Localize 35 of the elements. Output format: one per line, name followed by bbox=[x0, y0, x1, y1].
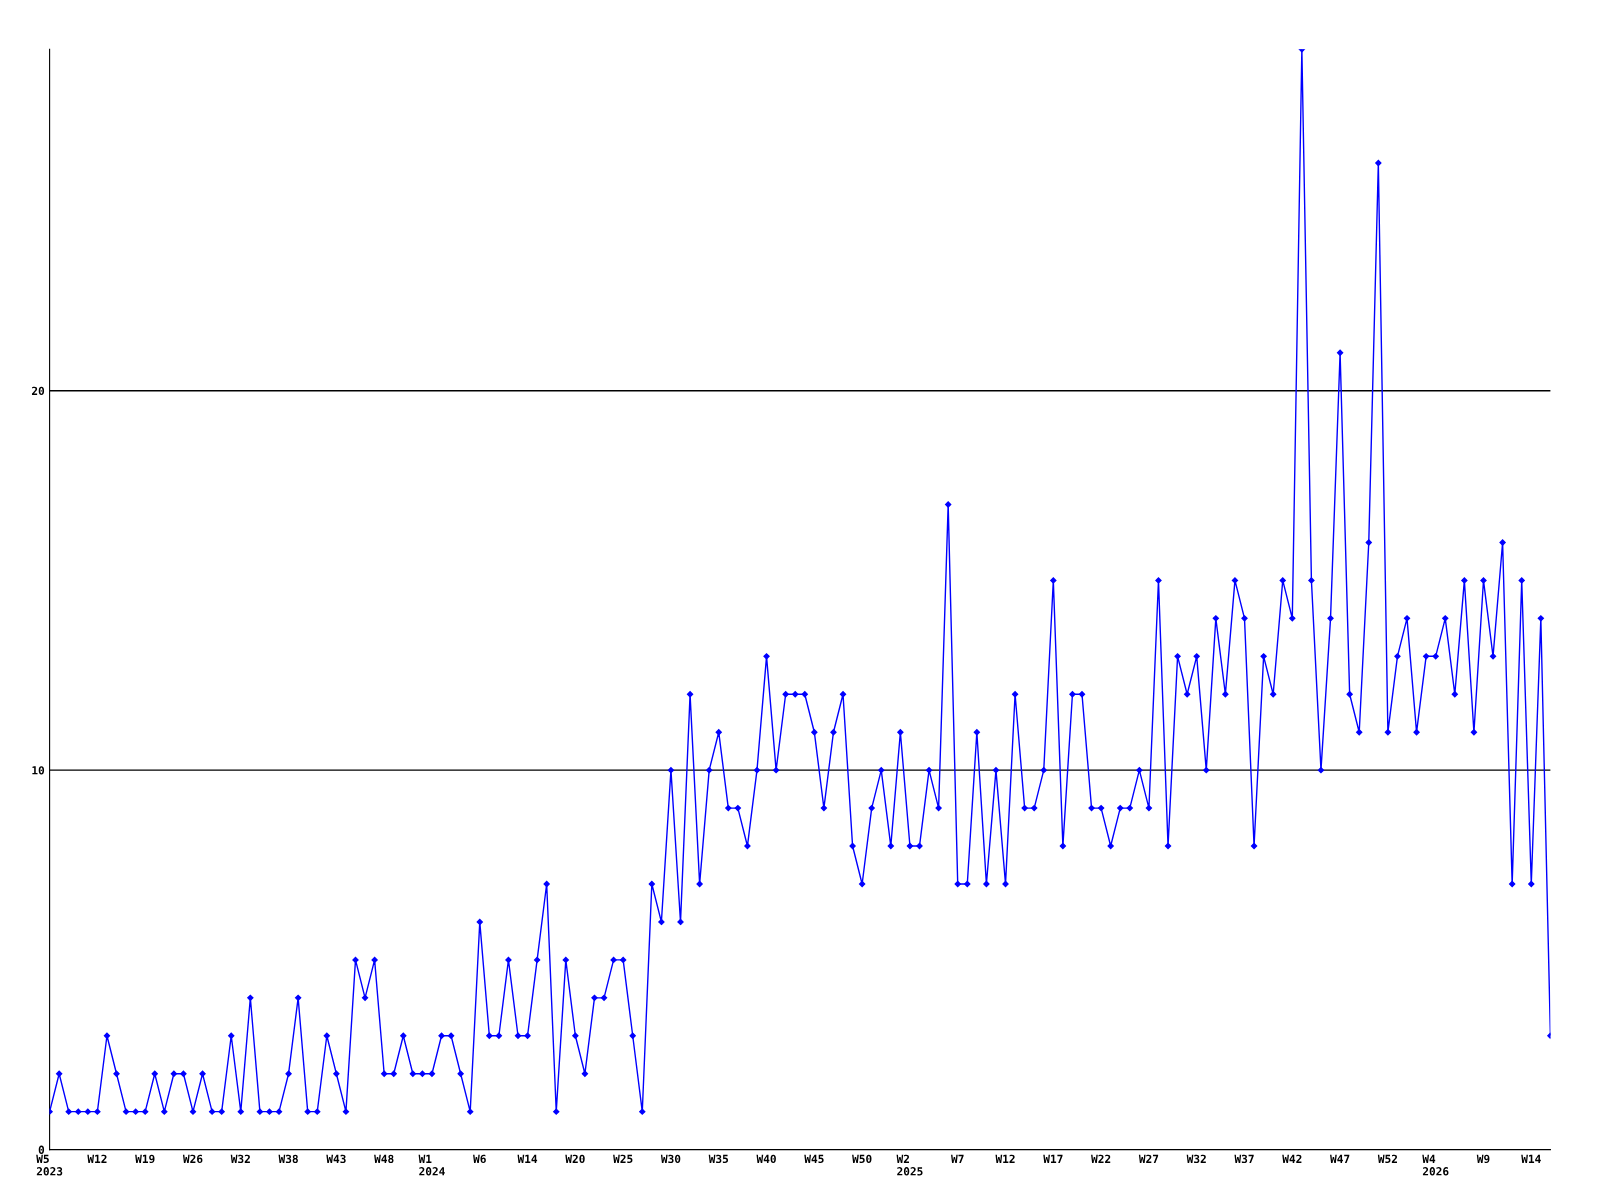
x-tick-label: W40 bbox=[756, 1154, 776, 1164]
x-tick-label: W30 bbox=[660, 1154, 681, 1164]
x-tick-label: W35 bbox=[708, 1154, 729, 1164]
x-tick-label: W26 bbox=[182, 1154, 203, 1164]
x-tick-label: W27 bbox=[1138, 1154, 1159, 1163]
x-tick-label: W37 bbox=[1234, 1154, 1254, 1164]
x-tick-label: W52 bbox=[1377, 1154, 1398, 1164]
x-tick-label: W45 bbox=[804, 1154, 824, 1164]
x-tick-label: W48 bbox=[374, 1154, 394, 1164]
x-tick-label: W17 bbox=[1043, 1154, 1063, 1163]
x-tick-label: W38 bbox=[278, 1154, 298, 1164]
y-tick-label: 20 bbox=[31, 386, 45, 396]
x-tick-label: W42 bbox=[1282, 1154, 1302, 1163]
x-tick-label: W22 bbox=[1091, 1154, 1111, 1163]
x-tick-label: W2 2025 bbox=[896, 1154, 923, 1176]
x-tick-label: W19 bbox=[135, 1154, 155, 1164]
x-tick-label: W4 2026 bbox=[1422, 1154, 1449, 1176]
x-tick-label: W25 bbox=[613, 1154, 633, 1164]
x-tick-label: W32 bbox=[1186, 1154, 1206, 1164]
x-tick-label: W9 bbox=[1476, 1154, 1490, 1164]
x-tick-label: W6 bbox=[473, 1154, 486, 1164]
x-tick-label: W50 bbox=[852, 1154, 872, 1164]
x-tick-label: W7 bbox=[951, 1154, 964, 1163]
y-tick-label: 0 bbox=[38, 1145, 45, 1154]
x-tick-label: W32 bbox=[230, 1154, 250, 1164]
x-tick-label: W14 bbox=[1521, 1154, 1541, 1163]
x-tick-label: W14 bbox=[517, 1154, 538, 1163]
x-tick-label: W47 bbox=[1330, 1154, 1350, 1163]
x-tick-label: W5 2023 bbox=[36, 1154, 63, 1176]
y-tick-label: 10 bbox=[32, 766, 45, 775]
x-tick-label: W12 bbox=[87, 1154, 107, 1163]
x-tick-label: W43 bbox=[326, 1154, 346, 1164]
x-tick-label: W20 bbox=[565, 1154, 585, 1164]
x-tick-label: W1 2024 bbox=[418, 1154, 445, 1176]
x-tick-label: W12 bbox=[995, 1154, 1015, 1163]
